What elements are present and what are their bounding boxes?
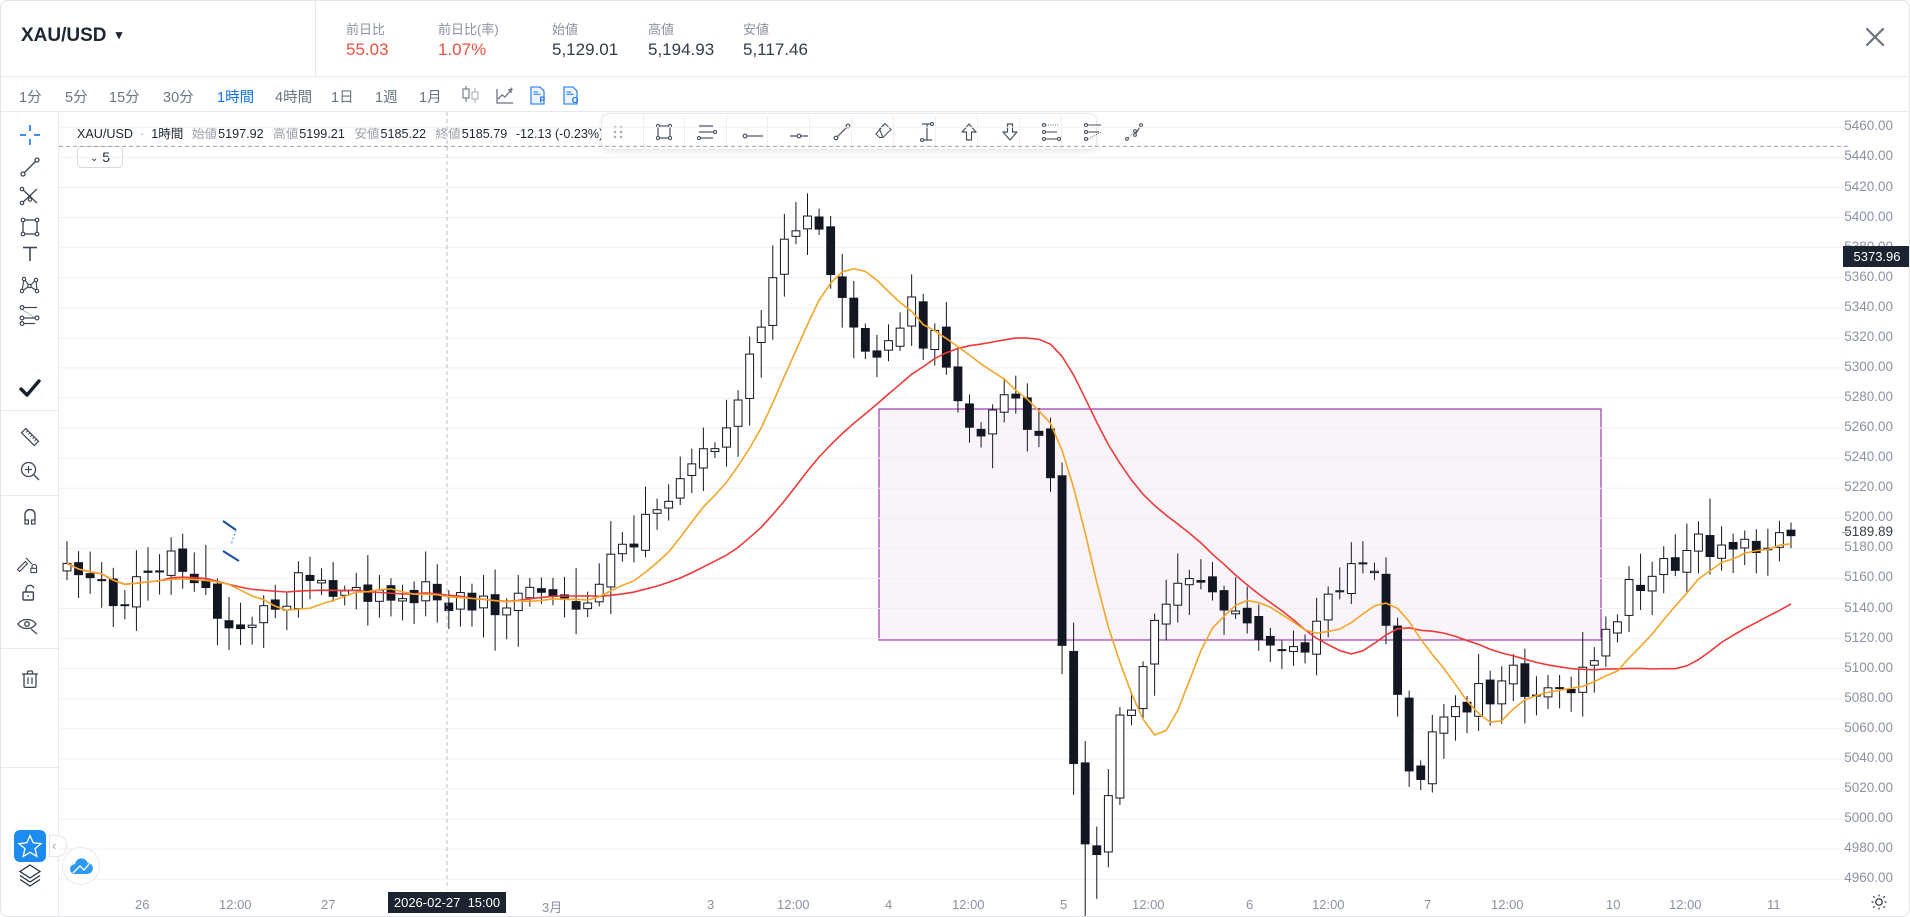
svg-text:P: P <box>540 95 546 105</box>
svg-text:O: O <box>572 95 579 105</box>
